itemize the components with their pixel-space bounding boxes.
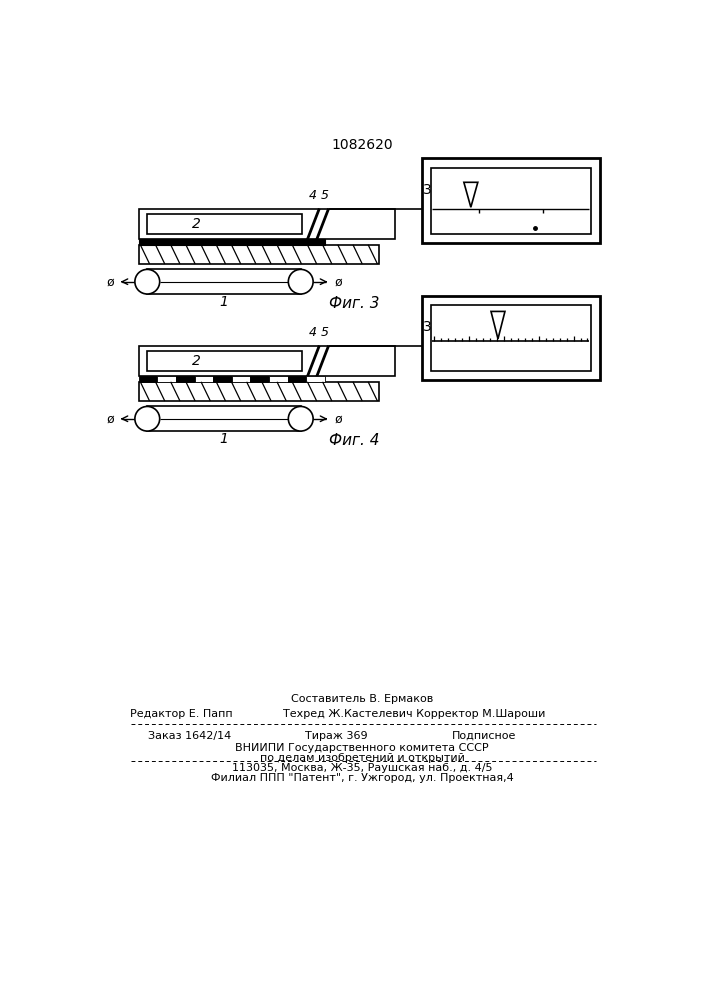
Text: ø: ø [334,275,341,288]
Text: ø: ø [106,412,114,425]
Bar [250,376,269,382]
Polygon shape [491,311,505,339]
Bar [147,269,300,294]
Bar [213,376,232,382]
Bar [139,239,325,245]
Text: 4: 4 [309,189,317,202]
Text: 2: 2 [192,354,201,368]
Text: Подписное: Подписное [452,731,516,741]
Text: 5: 5 [321,189,329,202]
Text: Редактор Е. Папп: Редактор Е. Папп [130,709,233,719]
Text: Филиал ППП "Патент", г. Ужгород, ул. Проектная,4: Филиал ППП "Патент", г. Ужгород, ул. Про… [211,773,513,783]
Text: 1: 1 [220,295,228,309]
Bar [176,376,194,382]
Text: по делам изобретений и открытий: по делам изобретений и открытий [259,753,464,763]
Bar [139,346,395,376]
Text: Составитель В. Ермаков: Составитель В. Ермаков [291,694,433,704]
Text: 4: 4 [309,326,317,339]
Ellipse shape [135,269,160,294]
Polygon shape [464,182,478,207]
Bar [306,376,325,382]
Bar [288,376,306,382]
Text: 5: 5 [321,326,329,339]
Ellipse shape [135,406,160,431]
Bar [139,245,379,264]
Text: 2: 2 [192,217,201,231]
Bar [269,376,288,382]
Bar [431,305,590,371]
Text: Тираж 369: Тираж 369 [305,731,368,741]
Ellipse shape [288,406,313,431]
Text: ВНИИПИ Государственного комитета СССР: ВНИИПИ Государственного комитета СССР [235,743,489,753]
Bar [146,351,301,371]
Text: Заказ 1642/14: Заказ 1642/14 [148,731,230,741]
Text: ø: ø [106,275,114,288]
Bar [232,376,250,382]
Text: 1082620: 1082620 [331,138,393,152]
Text: 1: 1 [220,432,228,446]
Bar [147,406,300,431]
Bar [146,214,301,234]
Text: Техред Ж.Кастелевич Корректор М.Шароши: Техред Ж.Кастелевич Корректор М.Шароши [283,709,545,719]
Bar [139,376,158,382]
Ellipse shape [288,269,313,294]
Text: 3: 3 [423,320,432,334]
Bar [421,296,600,380]
Text: Фиг. 3: Фиг. 3 [329,296,379,311]
Bar [139,209,395,239]
Text: Фиг. 4: Фиг. 4 [329,433,379,448]
Bar [431,168,590,234]
Bar [421,158,600,243]
Text: ø: ø [334,412,341,425]
Bar [158,376,176,382]
Bar [194,376,213,382]
Bar [139,382,379,401]
Text: 113035, Москва, Ж-35, Раушская наб., д. 4/5: 113035, Москва, Ж-35, Раушская наб., д. … [232,763,492,773]
Text: 3: 3 [423,183,432,197]
